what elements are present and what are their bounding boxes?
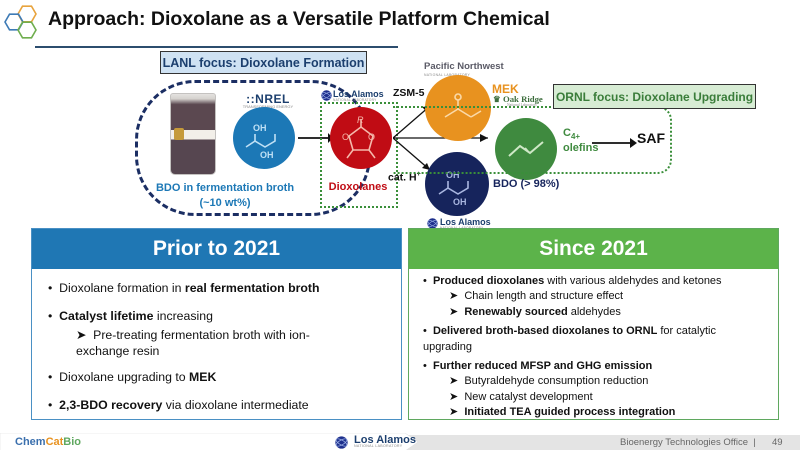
svg-text:OH: OH bbox=[260, 150, 274, 160]
svg-text:OH: OH bbox=[453, 197, 467, 207]
svg-text:OH: OH bbox=[253, 123, 267, 133]
